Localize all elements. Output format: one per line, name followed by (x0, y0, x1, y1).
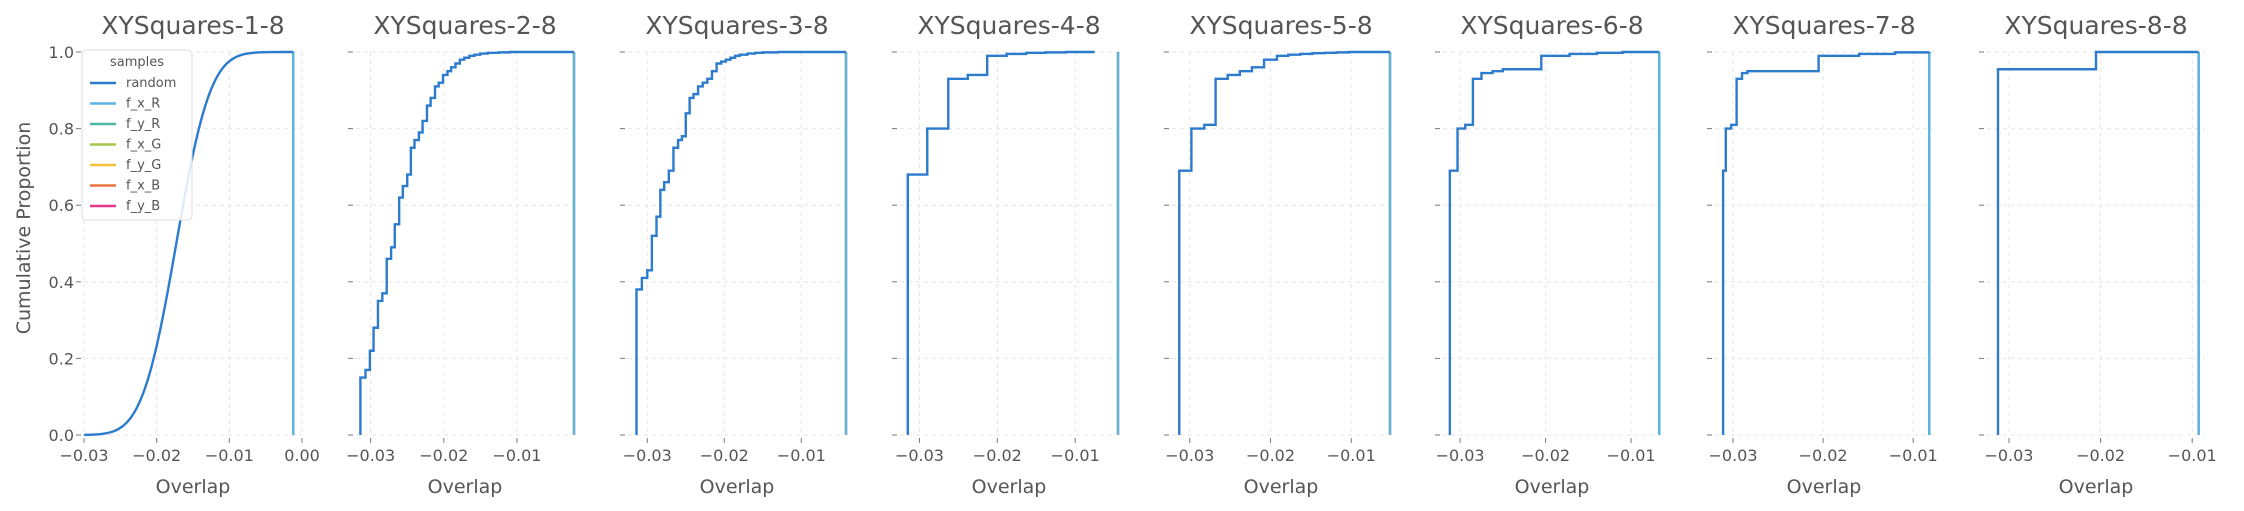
x-tick-label: −0.03 (895, 446, 944, 465)
panel-6: XYSquares-6-8 −0.03 −0.02 −0.01 Overlap (1435, 11, 1661, 498)
panel-title: XYSquares-1-8 (101, 11, 284, 40)
panel-title: XYSquares-4-8 (917, 11, 1100, 40)
x-tick-label: −0.02 (700, 446, 749, 465)
panel-title: XYSquares-6-8 (1460, 11, 1643, 40)
x-tick-label: −0.01 (1327, 446, 1376, 465)
panel-title: XYSquares-8-8 (2004, 11, 2187, 40)
x-tick-label: −0.02 (1246, 446, 1295, 465)
x-tick-label: −0.02 (419, 446, 468, 465)
random-cdf-line (359, 50, 574, 435)
legend-box (81, 49, 193, 221)
x-tick-label: −0.03 (1984, 446, 2033, 465)
random-cdf-line (635, 50, 846, 435)
legend-title: samples (110, 55, 164, 70)
x-tick-label: −0.02 (1799, 446, 1848, 465)
x-tick-label: −0.02 (1521, 446, 1570, 465)
x-axis-label: Overlap (1787, 476, 1862, 498)
legend: samples random f_x_R f_y_R f_x_G f_y_G f_x_B f_… (81, 49, 193, 221)
x-axis-label: Overlap (972, 476, 1047, 498)
y-tick-label: 0.0 (49, 426, 74, 445)
random-cdf-line (1996, 50, 2199, 435)
legend-entry-random: random (126, 76, 176, 91)
legend-entry-f_y_G: f_y_G (126, 158, 161, 173)
random-cdf-line (1721, 51, 1931, 435)
panel-title: XYSquares-7-8 (1732, 11, 1915, 40)
x-tick-label: −0.01 (2168, 446, 2217, 465)
x-axis-label: Overlap (1244, 476, 1319, 498)
x-tick-label: −0.01 (1889, 446, 1938, 465)
y-tick-label: 0.2 (49, 349, 74, 368)
panels-group: XYSquares-1-8 0.0 0.2 0.4 0.6 0.8 1.0 −0.03 −0.0… (49, 11, 2217, 498)
panel-7: XYSquares-7-8 −0.03 −0.02 −0.01 Overlap (1707, 11, 1938, 498)
legend-entry-f_x_G: f_x_G (126, 138, 161, 153)
x-axis-label: Overlap (428, 476, 503, 498)
x-axis-label: Overlap (2059, 476, 2134, 498)
x-tick-label: −0.01 (1607, 446, 1656, 465)
random-cdf-line (1178, 50, 1390, 435)
y-tick-label: 0.4 (49, 273, 74, 292)
x-tick-label: −0.01 (492, 446, 541, 465)
x-tick-label: 0.00 (284, 446, 320, 465)
random-cdf-line (906, 50, 1095, 435)
x-tick-label: −0.03 (623, 446, 672, 465)
panel-5: XYSquares-5-8 −0.03 −0.02 −0.01 Overlap (1164, 11, 1392, 498)
x-tick-label: −0.03 (346, 446, 395, 465)
x-tick-label: −0.01 (1051, 446, 1100, 465)
legend-entry-f_x_R: f_x_R (126, 97, 160, 112)
panel-title: XYSquares-2-8 (373, 11, 556, 40)
panel-title: XYSquares-5-8 (1189, 11, 1372, 40)
y-tick-label: 0.6 (49, 196, 74, 215)
x-tick-label: −0.03 (1165, 446, 1214, 465)
x-axis-label: Overlap (700, 476, 775, 498)
x-tick-label: −0.02 (2076, 446, 2125, 465)
y-tick-label: 1.0 (49, 43, 74, 62)
y-axis-label: Cumulative Proportion (13, 122, 35, 335)
x-tick-label: −0.03 (59, 446, 108, 465)
x-tick-label: −0.01 (205, 446, 254, 465)
panel-8: XYSquares-8-8 −0.03 −0.02 −0.01 Overlap (1979, 11, 2217, 498)
x-tick-label: −0.03 (1709, 446, 1758, 465)
x-tick-label: −0.02 (132, 446, 181, 465)
x-axis-label: Overlap (156, 476, 231, 498)
legend-entry-f_y_B: f_y_B (126, 199, 160, 214)
x-axis-label: Overlap (1515, 476, 1590, 498)
y-tick-label: 0.8 (49, 120, 74, 139)
legend-entry-f_y_R: f_y_R (126, 117, 160, 132)
x-tick-label: −0.01 (777, 446, 826, 465)
x-tick-label: −0.02 (973, 446, 1022, 465)
panel-title: XYSquares-3-8 (645, 11, 828, 40)
legend-entry-f_x_B: f_x_B (126, 179, 160, 194)
random-cdf-line (1448, 50, 1660, 435)
x-tick-label: −0.03 (1436, 446, 1485, 465)
panel-2: XYSquares-2-8 −0.03 −0.02 −0.01 Overlap (346, 11, 576, 498)
